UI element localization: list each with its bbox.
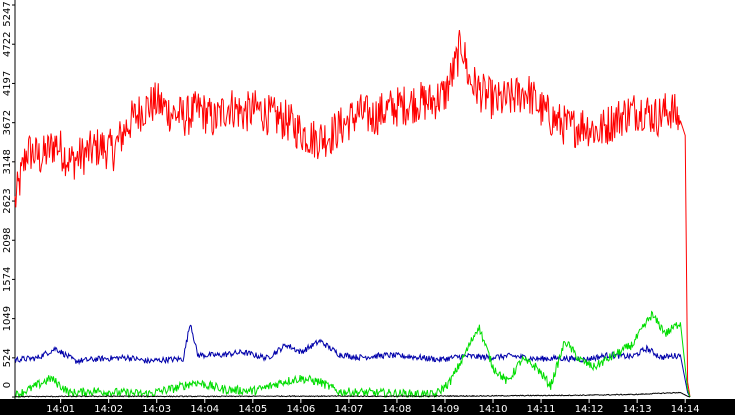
y-tick-label: 4722	[2, 31, 13, 56]
y-tick-label: 524	[2, 348, 13, 367]
y-tick-label: 3672	[2, 110, 13, 135]
x-tick-label: 14:12	[575, 404, 604, 415]
y-axis-band	[0, 0, 15, 415]
y-tick-label: 4197	[2, 71, 13, 96]
x-tick-label: 14:10	[479, 404, 508, 415]
x-tick-label: 14:05	[238, 404, 267, 415]
x-tick-label: 14:07	[334, 404, 363, 415]
x-tick-label: 14:08	[383, 404, 412, 415]
series-line-4	[14, 391, 691, 398]
x-tick-label: 14:01	[46, 404, 75, 415]
y-tick-label: 1049	[2, 306, 13, 331]
series-line-1	[14, 29, 691, 398]
y-tick-label: 2623	[2, 188, 13, 213]
x-axis-bar	[0, 399, 735, 415]
x-tick-label: 14:09	[431, 404, 460, 415]
x-tick-label: 14:14	[671, 404, 700, 415]
x-axis-ticks: 14:01 14:02 14:03 14:04 14:05 14:06 14:07 14:08…	[46, 399, 700, 415]
y-tick-label: 3148	[2, 149, 13, 174]
series-layer	[14, 29, 691, 399]
y-tick-label: 0	[2, 382, 13, 388]
x-tick-label: 14:06	[286, 404, 315, 415]
x-tick-label: 14:04	[190, 404, 219, 415]
y-axis-ticks: 0 524 1049 1574 2098 2623 3148 3672 4197 4722 5247	[2, 1, 15, 398]
series-line-3	[15, 310, 691, 399]
x-tick-label: 14:02	[94, 404, 123, 415]
x-tick-label: 14:03	[142, 404, 171, 415]
x-tick-label: 14:11	[527, 404, 556, 415]
y-tick-label: 1574	[2, 267, 13, 292]
y-tick-label: 5247	[2, 1, 13, 26]
x-tick-label: 14:13	[623, 404, 652, 415]
y-tick-label: 2098	[2, 228, 13, 253]
